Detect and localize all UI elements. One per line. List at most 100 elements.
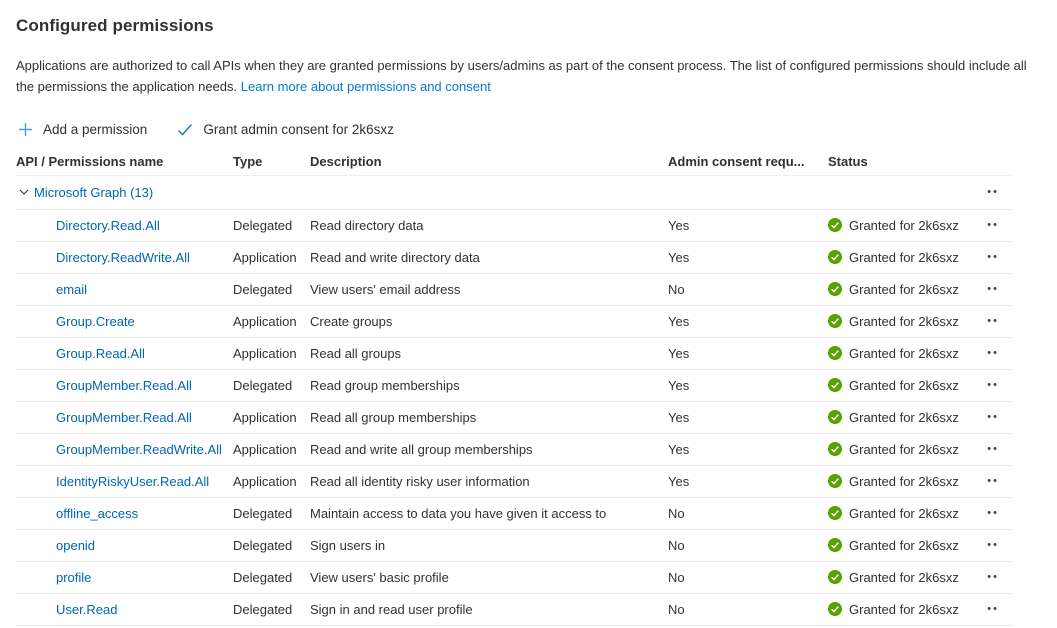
more-options-button[interactable]: ••• (985, 216, 1001, 235)
row-actions-cell: ••• (985, 280, 1013, 299)
permission-type-cell: Delegated (233, 569, 293, 585)
status-text: Granted for 2k6sxz (849, 345, 959, 361)
permission-name-cell: Group.Create (16, 314, 233, 329)
status-text: Granted for 2k6sxz (849, 313, 959, 329)
permissions-table: API / Permissions name Type Description … (16, 149, 1013, 626)
permission-type-cell: Application (233, 409, 297, 425)
granted-check-icon (828, 474, 842, 489)
permission-name-link[interactable]: Group.Create (56, 313, 135, 329)
more-options-button[interactable]: ••• (985, 248, 1001, 267)
row-actions-cell: ••• (985, 344, 1013, 363)
status-text: Granted for 2k6sxz (849, 281, 959, 297)
permission-name-link[interactable]: GroupMember.Read.All (56, 377, 192, 393)
column-header-type[interactable]: Type (233, 154, 263, 170)
table-row: Group.Create Application Create groups Y… (16, 306, 1013, 338)
status-cell: Granted for 2k6sxz (828, 602, 985, 617)
permission-name-link[interactable]: GroupMember.Read.All (56, 409, 192, 425)
more-options-button[interactable]: ••• (985, 312, 1001, 331)
permission-description-cell: View users' email address (310, 281, 461, 297)
permission-type-cell: Delegated (233, 377, 293, 393)
permission-type-cell: Delegated (233, 601, 293, 617)
permission-description-cell: View users' basic profile (310, 569, 449, 585)
status-cell: Granted for 2k6sxz (828, 474, 985, 489)
permission-name-link[interactable]: User.Read (56, 601, 118, 617)
more-options-button[interactable]: ••• (985, 344, 1001, 363)
api-group-link[interactable]: Microsoft Graph (13) (34, 184, 154, 200)
status-text: Granted for 2k6sxz (849, 537, 959, 553)
description-text: Applications are authorized to call APIs… (16, 58, 1027, 94)
more-options-button[interactable]: ••• (985, 600, 1001, 619)
granted-check-icon (828, 538, 842, 553)
permission-type-cell: Application (233, 345, 297, 361)
status-cell: Granted for 2k6sxz (828, 282, 985, 297)
admin-consent-required-cell: No (668, 505, 685, 521)
permissions-toolbar: Add a permission Grant admin consent for… (18, 122, 1041, 137)
more-options-button[interactable]: ••• (985, 183, 1001, 202)
learn-more-link[interactable]: Learn more about permissions and consent (240, 78, 491, 94)
permission-name-link[interactable]: Directory.Read.All (56, 217, 160, 233)
permission-name-cell: GroupMember.Read.All (16, 410, 233, 425)
status-cell: Granted for 2k6sxz (828, 538, 985, 553)
granted-check-icon (828, 378, 842, 393)
permission-name-cell: Directory.Read.All (16, 218, 233, 233)
api-group-cell: Microsoft Graph (13) (16, 185, 985, 200)
api-group-row: Microsoft Graph (13) ••• (16, 176, 1013, 210)
grant-admin-consent-button[interactable]: Grant admin consent for 2k6sxz (177, 122, 394, 137)
checkmark-icon (177, 123, 193, 136)
table-row: User.Read Delegated Sign in and read use… (16, 594, 1013, 626)
permission-name-cell: email (16, 282, 233, 297)
more-options-button[interactable]: ••• (985, 376, 1001, 395)
permission-name-link[interactable]: IdentityRiskyUser.Read.All (56, 473, 210, 489)
plus-icon (18, 122, 33, 137)
more-options-button[interactable]: ••• (985, 568, 1001, 587)
admin-consent-required-cell: Yes (668, 249, 690, 265)
permission-type-cell: Delegated (233, 537, 293, 553)
column-header-admin-consent[interactable]: Admin consent requ... (668, 154, 805, 170)
more-options-button[interactable]: ••• (985, 408, 1001, 427)
permission-name-cell: IdentityRiskyUser.Read.All (16, 474, 233, 489)
column-header-description[interactable]: Description (310, 154, 382, 170)
more-options-button[interactable]: ••• (985, 504, 1001, 523)
granted-check-icon (828, 570, 842, 585)
admin-consent-required-cell: Yes (668, 473, 690, 489)
permission-name-link[interactable]: email (56, 281, 88, 297)
granted-check-icon (828, 250, 842, 265)
more-options-button[interactable]: ••• (985, 440, 1001, 459)
permission-type-cell: Application (233, 249, 297, 265)
status-text: Granted for 2k6sxz (849, 441, 959, 457)
permission-description-cell: Read all identity risky user information (310, 473, 530, 489)
column-header-status[interactable]: Status (828, 154, 868, 170)
add-permission-button[interactable]: Add a permission (18, 122, 147, 137)
status-cell: Granted for 2k6sxz (828, 442, 985, 457)
status-text: Granted for 2k6sxz (849, 409, 959, 425)
permission-name-link[interactable]: offline_access (56, 505, 139, 521)
table-row: profile Delegated View users' basic prof… (16, 562, 1013, 594)
more-options-button[interactable]: ••• (985, 472, 1001, 491)
permission-name-link[interactable]: Directory.ReadWrite.All (56, 249, 190, 265)
row-actions-cell: ••• (985, 312, 1013, 331)
permission-name-link[interactable]: Group.Read.All (56, 345, 145, 361)
granted-check-icon (828, 218, 842, 233)
table-row: Directory.Read.All Delegated Read direct… (16, 210, 1013, 242)
table-row: offline_access Delegated Maintain access… (16, 498, 1013, 530)
grant-admin-consent-label: Grant admin consent for 2k6sxz (203, 121, 394, 137)
table-row: GroupMember.ReadWrite.All Application Re… (16, 434, 1013, 466)
permission-name-link[interactable]: profile (56, 569, 92, 585)
permission-name-link[interactable]: GroupMember.ReadWrite.All (56, 441, 222, 457)
status-cell: Granted for 2k6sxz (828, 218, 985, 233)
permission-type-cell: Application (233, 313, 297, 329)
granted-check-icon (828, 602, 842, 617)
more-options-button[interactable]: ••• (985, 536, 1001, 555)
table-row: IdentityRiskyUser.Read.All Application R… (16, 466, 1013, 498)
permission-rows: Directory.Read.All Delegated Read direct… (16, 210, 1013, 626)
permission-description-cell: Create groups (310, 313, 393, 329)
admin-consent-required-cell: Yes (668, 217, 690, 233)
more-options-button[interactable]: ••• (985, 280, 1001, 299)
permission-name-link[interactable]: openid (56, 537, 96, 553)
permission-description-cell: Sign users in (310, 537, 386, 553)
chevron-down-icon[interactable] (18, 186, 30, 198)
row-actions-cell: ••• (985, 536, 1013, 555)
permission-name-cell: profile (16, 570, 233, 585)
column-header-name[interactable]: API / Permissions name (16, 154, 164, 170)
